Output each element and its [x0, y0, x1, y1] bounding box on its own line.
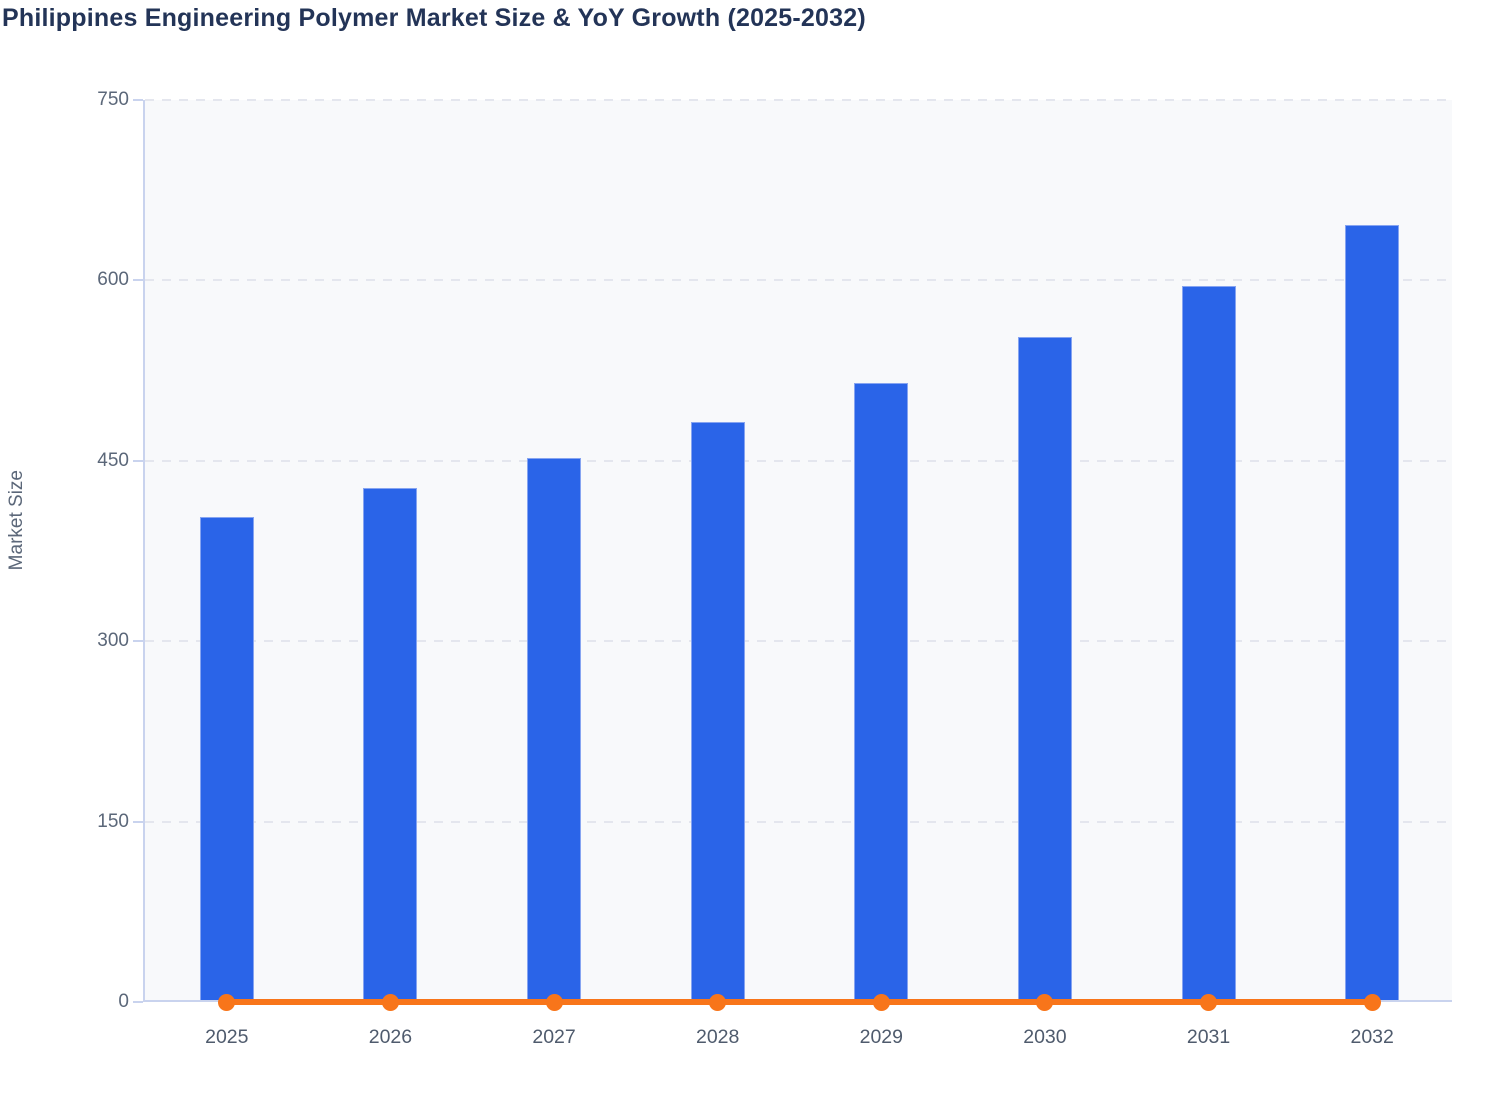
bar-2027[interactable]	[527, 457, 582, 1000]
x-tick-label: 2027	[532, 1026, 576, 1048]
yoy-growth-marker-2026[interactable]	[381, 993, 399, 1011]
x-tick-label: 2032	[1350, 1026, 1394, 1048]
y-tick-label: 150	[97, 810, 129, 832]
y-axis-tick	[133, 459, 143, 462]
plot-area: 0 150 300 450 600 750 2025 2026 2027 2028 2029 2030…	[97, 89, 1452, 1048]
y-axis-tick	[133, 279, 143, 282]
bar-2031[interactable]	[1181, 285, 1236, 1000]
bar-2030[interactable]	[1017, 337, 1072, 1000]
x-tick-label: 2029	[859, 1026, 903, 1048]
x-tick-label: 2030	[1023, 1026, 1067, 1048]
bar-2032[interactable]	[1345, 225, 1400, 1000]
y-tick-label: 600	[97, 269, 129, 291]
bar-2029[interactable]	[854, 383, 909, 1000]
gridline	[145, 820, 1452, 823]
bar-2028[interactable]	[690, 421, 745, 1000]
yoy-growth-marker-2032[interactable]	[1363, 993, 1381, 1011]
yoy-growth-marker-2027[interactable]	[545, 993, 563, 1011]
x-tick-label: 2031	[1186, 1026, 1231, 1048]
y-tick-label: 0	[118, 991, 129, 1012]
x-tick-label: 2026	[368, 1026, 413, 1048]
yoy-growth-marker-2028[interactable]	[709, 993, 727, 1011]
gridline	[145, 99, 1452, 101]
y-axis-tick	[133, 640, 143, 643]
x-tick-label: 2025	[205, 1026, 249, 1048]
y-axis-tick	[133, 99, 143, 101]
bar-2026[interactable]	[363, 487, 418, 1000]
gridline	[145, 279, 1452, 282]
x-tick-label: 2028	[695, 1026, 740, 1048]
yoy-growth-marker-2029[interactable]	[872, 993, 890, 1011]
yoy-growth-marker-2031[interactable]	[1200, 993, 1218, 1011]
bar-2025[interactable]	[199, 516, 254, 1000]
gridline	[145, 640, 1452, 643]
y-tick-label: 750	[97, 89, 129, 110]
yoy-growth-marker-2025[interactable]	[218, 993, 236, 1011]
y-axis-tick	[133, 1001, 143, 1003]
yoy-growth-marker-2030[interactable]	[1036, 993, 1054, 1011]
yoy-growth-line[interactable]	[226, 999, 1373, 1005]
chart-title: Philippines Engineering Polymer Market S…	[2, 4, 866, 32]
y-axis-tick	[133, 820, 143, 823]
y-axis-title: Market Size	[6, 470, 27, 571]
gridline	[145, 459, 1452, 462]
y-tick-label: 450	[97, 449, 129, 471]
y-tick-label: 300	[97, 630, 129, 652]
